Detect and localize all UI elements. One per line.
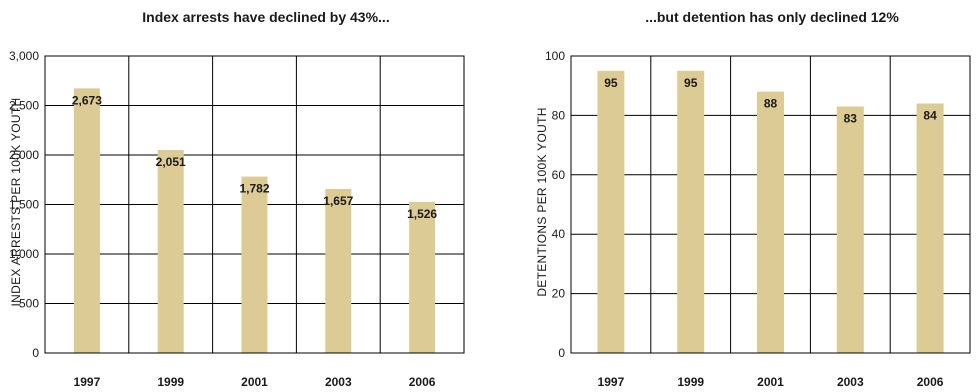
detentions-y-tick-label: 40 [552,227,566,241]
detentions-y-axis-label: DETENTIONS PER 100K YOUTH [535,107,549,296]
detentions-x-ticks: 1997 1999 2001 2003 2006 [598,375,944,389]
detentions-y-tick-label: 100 [545,49,565,63]
arrests-y-tick-label: 1,000 [9,247,39,261]
arrests-bar-1997 [73,88,100,354]
detentions-chart: ...but detention has only declined 12% D… [535,9,971,389]
detentions-data-labels: 95 95 88 83 84 [604,76,937,126]
detentions-x-tick-1997: 1997 [598,375,625,389]
detentions-data-label-1997: 95 [604,76,618,90]
detentions-x-tick-2006: 2006 [917,375,944,389]
detentions-x-tick-2001: 2001 [757,375,784,389]
detentions-x-tick-2003: 2003 [837,375,864,389]
detentions-data-label-2001: 88 [764,97,778,111]
arrests-x-tick-2003: 2003 [325,375,352,389]
arrests-data-label-2003: 1,657 [323,194,353,208]
detentions-data-label-1999: 95 [684,76,698,90]
detentions-data-label-2006: 84 [923,109,937,123]
arrests-x-tick-1999: 1999 [157,375,184,389]
arrests-y-tick-label: 2,500 [9,99,39,113]
detentions-y-ticks: 0 20 40 60 80 100 [545,49,565,360]
detentions-chart-title: ...but detention has only declined 12% [645,9,899,25]
arrests-y-tick-label: 500 [19,297,39,311]
detentions-bar-1999 [677,70,705,353]
arrests-y-axis-label: INDEX ARRESTS PER 100K YOUTH [9,98,23,307]
arrests-data-label-2006: 1,526 [407,207,437,221]
arrests-bar-2006 [409,201,436,353]
arrests-bar-2003 [325,188,352,353]
arrests-data-label-2001: 1,782 [239,182,269,196]
detentions-y-tick-label: 0 [558,346,565,360]
detentions-bar-1997 [597,70,625,353]
detentions-y-tick-label: 60 [552,168,566,182]
arrests-plot-frame [44,55,465,354]
arrests-x-tick-1997: 1997 [74,375,101,389]
arrests-bars [73,88,436,354]
arrests-x-tick-2001: 2001 [241,375,268,389]
detentions-bars [597,70,944,354]
arrests-y-tick-label: 1,500 [9,198,39,212]
arrests-y-tick-label: 3,000 [9,49,39,63]
arrests-data-label-1999: 2,051 [156,155,186,169]
arrests-data-label-1997: 2,673 [72,93,102,107]
arrests-y-ticks: 0 500 1,000 1,500 2,000 2,500 3,000 [9,49,39,360]
detentions-bar-2003 [836,106,864,354]
arrests-x-ticks: 1997 1999 2001 2003 2006 [74,375,436,389]
detentions-y-tick-label: 80 [552,108,566,122]
arrests-bar-2001 [241,176,268,353]
arrests-y-tick-label: 2,000 [9,148,39,162]
arrests-chart: Index arrests have declined by 43%... IN… [9,9,465,389]
arrests-chart-title: Index arrests have declined by 43%... [142,9,389,25]
arrests-y-tick-label: 0 [32,346,39,360]
detentions-bar-2001 [757,91,784,353]
detentions-bar-2006 [916,103,944,354]
arrests-x-tick-2006: 2006 [409,375,436,389]
arrests-data-labels: 2,673 2,051 1,782 1,657 1,526 [72,93,438,221]
detentions-plot-frame [570,55,971,354]
arrests-bar-1999 [157,149,184,353]
detentions-y-tick-label: 20 [552,287,566,301]
detentions-data-label-2003: 83 [844,111,858,125]
detentions-x-tick-1999: 1999 [677,375,704,389]
